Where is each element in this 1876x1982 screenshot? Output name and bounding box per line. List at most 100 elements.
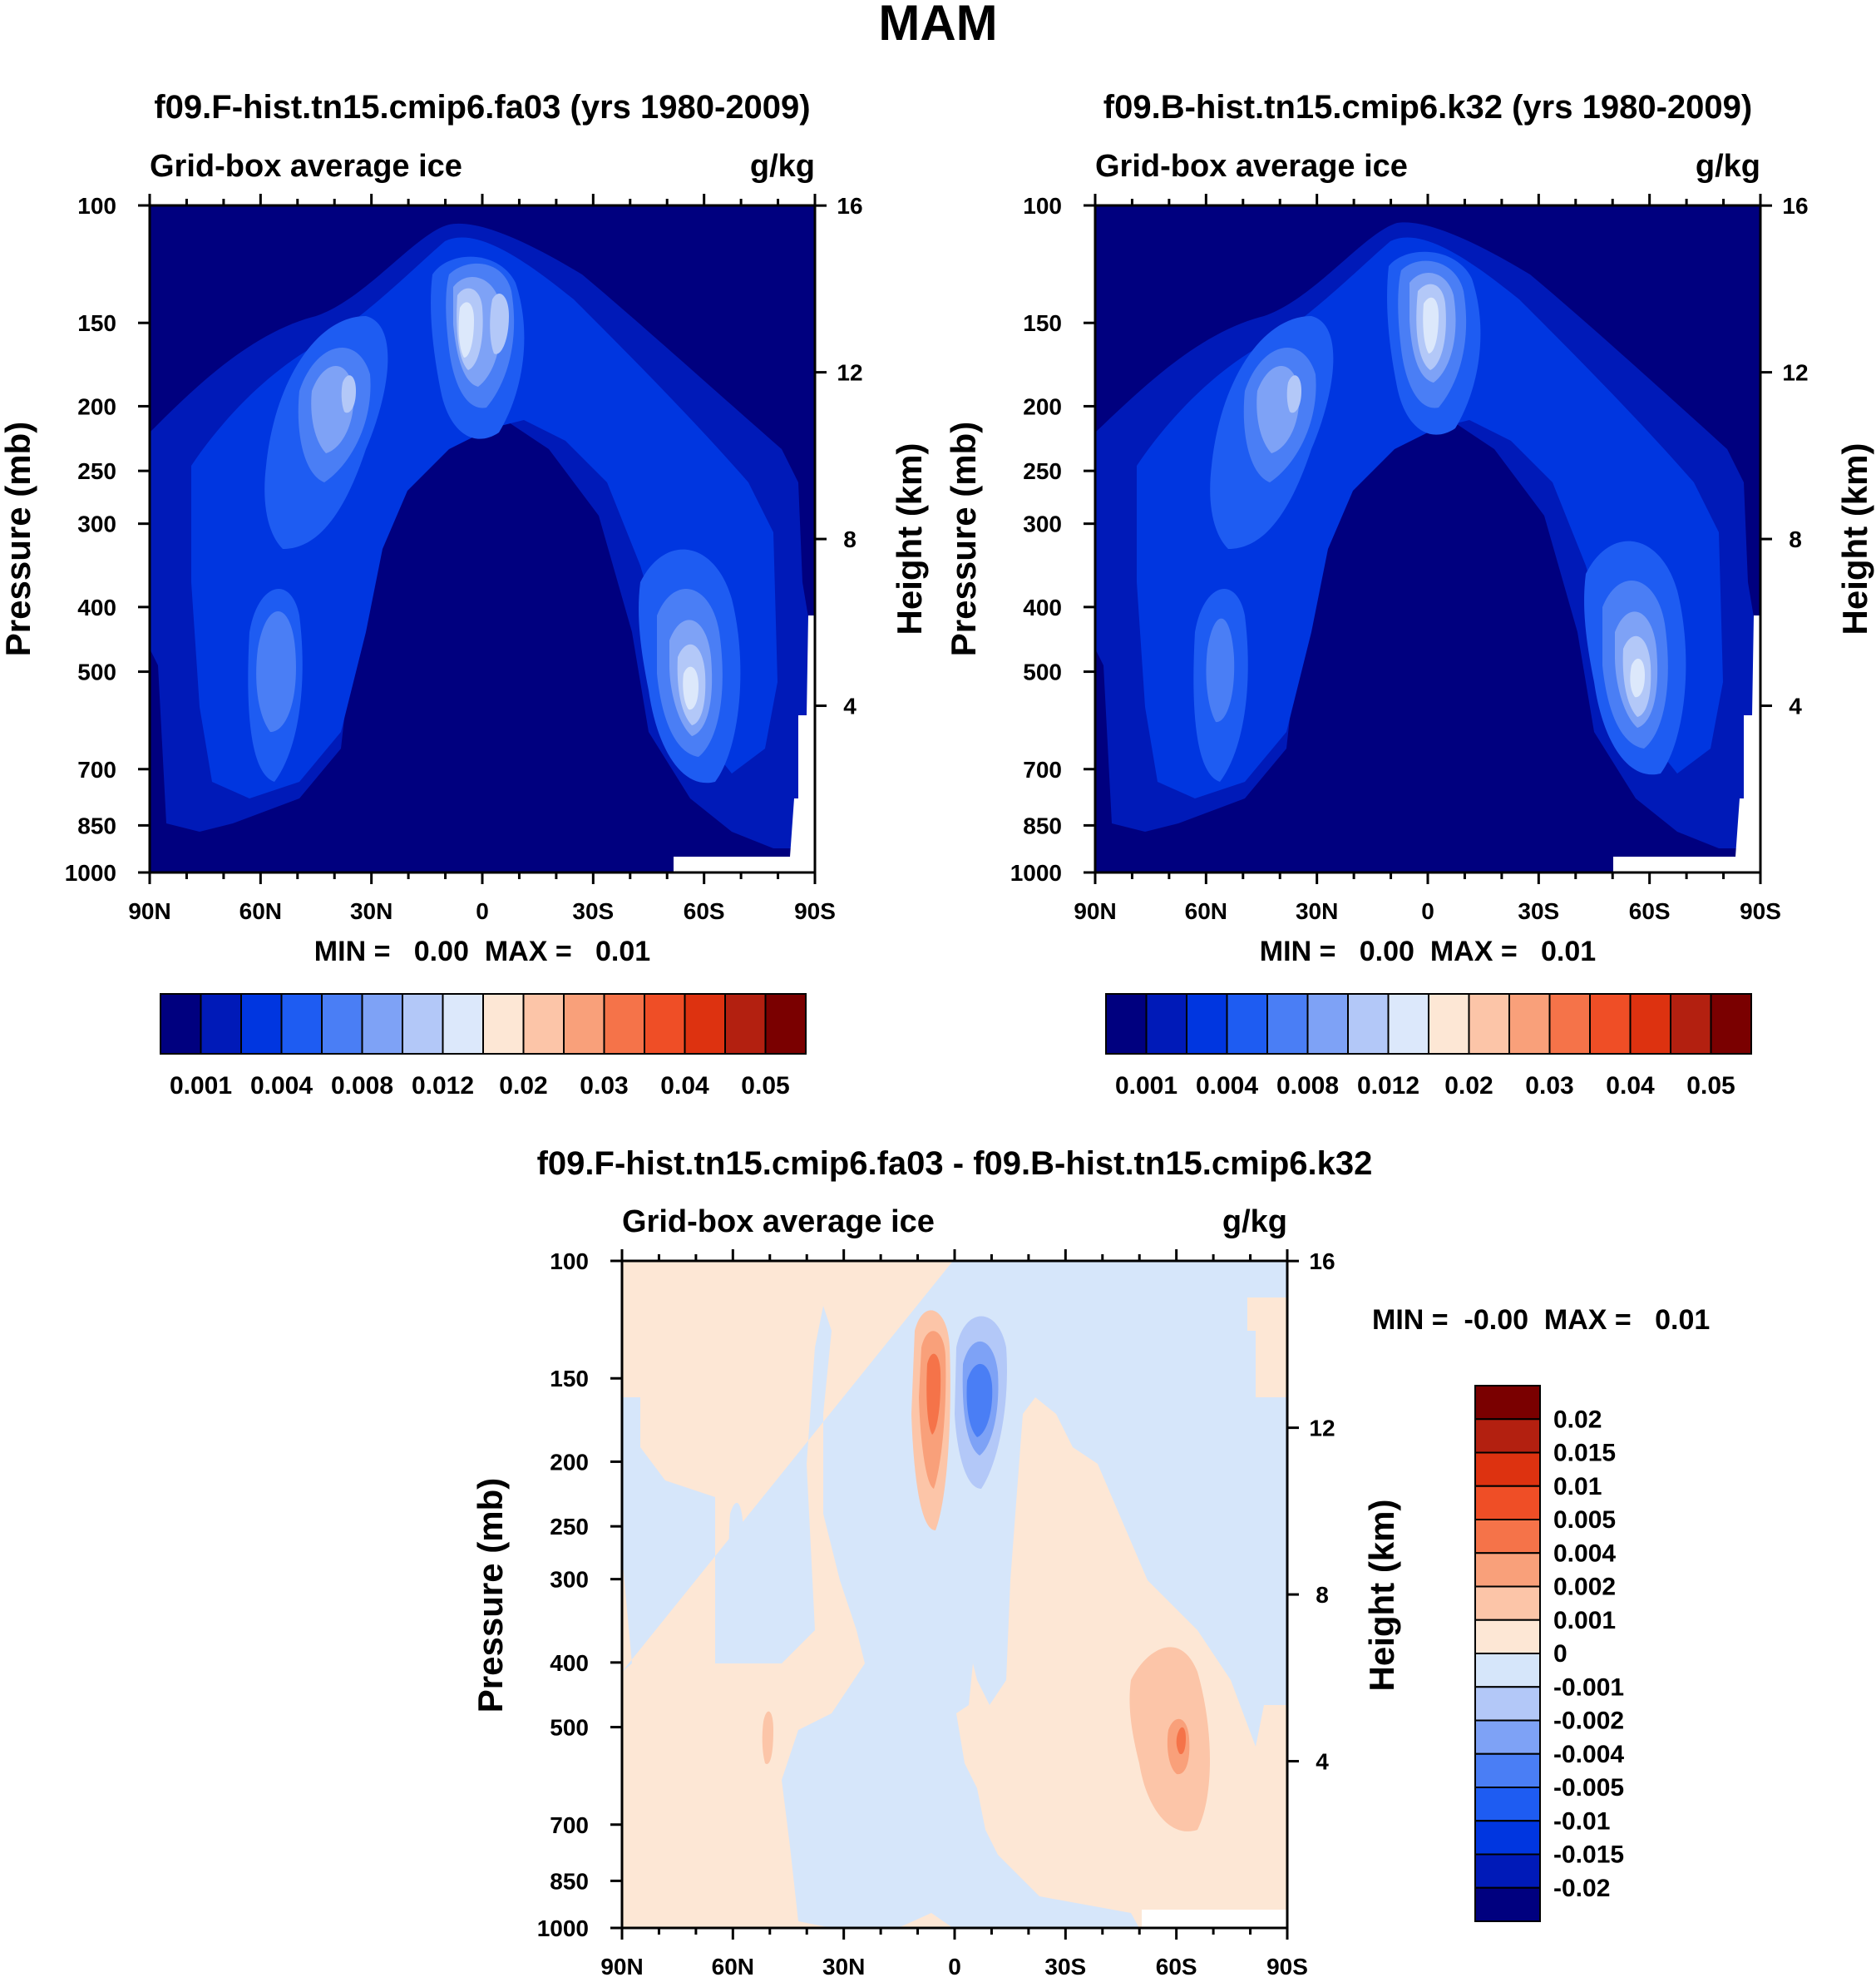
x-tick-label: 90S	[1740, 898, 1781, 924]
colorbar-label: 0.005	[1553, 1506, 1616, 1534]
colorbar-label: 0.008	[1276, 1072, 1339, 1100]
panel-3-positive-core-3	[926, 1353, 1186, 1755]
x-tick-label: 30N	[350, 898, 392, 924]
colorbar-swatch	[764, 993, 807, 1055]
colorbar-swatch	[603, 993, 645, 1055]
panel-1-contour-field	[150, 205, 815, 872]
colorbar-swatch	[563, 993, 605, 1055]
panel-1-colorbar: 0.001 0.004 0.008 0.012 0.02 0.03 0.04 0.05	[160, 993, 807, 1100]
panel-2-left-label: Grid-box average ice	[1095, 149, 1408, 184]
y-tick-label: 700	[550, 1812, 589, 1838]
colorbar-swatch	[1629, 993, 1671, 1055]
x-tick-label: 90N	[128, 898, 170, 924]
y-tick-label: 300	[550, 1567, 589, 1593]
colorbar-swatch	[361, 993, 403, 1055]
panel-2-missing-data	[1613, 615, 1760, 872]
y2-tick-label: 12	[1309, 1416, 1335, 1441]
colorbar-swatch	[240, 993, 283, 1055]
colorbar-label: 0.03	[580, 1072, 628, 1100]
panel-3-ylabel: Pressure (mb)	[471, 1478, 510, 1713]
colorbar-swatch	[1428, 993, 1470, 1055]
y2-tick-label: 8	[1316, 1582, 1329, 1608]
panel-1-stats: MIN = 0.00 MAX = 0.01	[314, 936, 650, 967]
colorbar-swatch	[1548, 993, 1591, 1055]
y2-tick-label: 12	[1782, 360, 1808, 386]
panel-1-left-label: Grid-box average ice	[150, 149, 462, 184]
x-tick-label: 90S	[1266, 1954, 1308, 1980]
panel-3-missing-data	[1142, 1910, 1287, 1928]
colorbar-swatch	[1474, 1485, 1541, 1520]
x-tick-label: 60S	[684, 898, 725, 924]
y-tick-label: 200	[77, 393, 116, 419]
x-tick-label: 30S	[572, 898, 614, 924]
colorbar-swatch	[1474, 1385, 1541, 1421]
colorbar-swatch	[1474, 1418, 1541, 1454]
y-tick-label: 200	[550, 1449, 589, 1475]
colorbar-label: 0.02	[1553, 1406, 1602, 1433]
y-tick-label: 500	[550, 1715, 589, 1741]
colorbar-label: -0.001	[1553, 1673, 1624, 1701]
panel-3-negative-region	[622, 1261, 1287, 1928]
y-tick-label: 100	[1023, 193, 1062, 219]
colorbar-swatch	[1186, 993, 1228, 1055]
colorbar-label: 0.02	[499, 1072, 547, 1100]
colorbar-label: 0.04	[660, 1072, 709, 1100]
panel-2-right-label: g/kg	[1696, 149, 1760, 184]
panel-2-title: f09.B-hist.tn15.cmip6.k32 (yrs 1980-2009…	[1103, 89, 1752, 126]
colorbar-label: 0.04	[1606, 1072, 1655, 1100]
panel-3-negative-patch	[728, 1502, 744, 1647]
panel-3-contour-field	[622, 1261, 1287, 1928]
colorbar-swatch	[1226, 993, 1268, 1055]
y-tick-label: 250	[550, 1514, 589, 1540]
panel-1-axes: 90N 60N 30N 0 30S 60S 90S 100 150 200 250 300 400 500…	[65, 193, 863, 924]
colorbar-swatch	[1474, 1519, 1541, 1554]
panel-1-missing-data	[674, 615, 815, 872]
colorbar-swatch	[321, 993, 363, 1055]
x-tick-label: 60N	[712, 1954, 754, 1980]
panel-1: f09.F-hist.tn15.cmip6.fa03 (yrs 1980-200…	[0, 89, 929, 1100]
panel-3-title: f09.F-hist.tn15.cmip6.fa03 - f09.B-hist.…	[537, 1145, 1373, 1182]
panel-3-y2label: Height (km)	[1362, 1500, 1401, 1692]
x-tick-label: 30N	[1296, 898, 1338, 924]
colorbar-label: 0.05	[741, 1072, 789, 1100]
colorbar-label: 0.008	[331, 1072, 393, 1100]
colorbar-swatch	[1589, 993, 1632, 1055]
panel-2-axes: 90N 60N 30N 0 30S 60S 90S 100 150 200 250 300 400 500…	[1010, 193, 1809, 924]
y-tick-label: 1000	[65, 860, 116, 886]
x-tick-label: 0	[1421, 898, 1434, 924]
colorbar-swatch	[1508, 993, 1551, 1055]
x-tick-label: 30S	[1518, 898, 1559, 924]
x-tick-label: 0	[948, 1954, 961, 1980]
y2-tick-label: 16	[1782, 193, 1808, 219]
x-tick-label: 30S	[1044, 1954, 1086, 1980]
colorbar-swatch	[280, 993, 323, 1055]
y2-tick-label: 16	[837, 193, 862, 219]
x-tick-label: 90N	[600, 1954, 643, 1980]
colorbar-swatch	[1474, 1820, 1541, 1856]
x-tick-label: 30N	[822, 1954, 865, 1980]
x-tick-label: 90S	[794, 898, 836, 924]
y-tick-label: 700	[77, 757, 116, 783]
colorbar-swatch	[1474, 1653, 1541, 1688]
colorbar-swatch	[1468, 993, 1510, 1055]
colorbar-label: 0.03	[1525, 1072, 1573, 1100]
panel-1-right-label: g/kg	[750, 149, 815, 184]
colorbar-label: 0.001	[1115, 1072, 1177, 1100]
y2-tick-label: 4	[843, 694, 857, 719]
x-tick-label: 60N	[1185, 898, 1227, 924]
colorbar-label: 0.012	[412, 1072, 474, 1100]
colorbar-swatch	[644, 993, 686, 1055]
y-tick-label: 100	[550, 1248, 589, 1274]
y-tick-label: 100	[77, 193, 116, 219]
y2-tick-label: 16	[1309, 1248, 1335, 1274]
panel-3-stats: MIN = -0.00 MAX = 0.01	[1372, 1304, 1710, 1336]
colorbar-swatch	[522, 993, 565, 1055]
colorbar-swatch	[1387, 993, 1429, 1055]
colorbar-swatch	[1474, 1585, 1541, 1621]
y-tick-label: 700	[1023, 757, 1062, 783]
colorbar-label: 0.004	[1196, 1072, 1258, 1100]
colorbar-label: -0.005	[1553, 1774, 1624, 1802]
panel-3-right-label: g/kg	[1222, 1204, 1287, 1239]
colorbar-label: -0.015	[1553, 1841, 1624, 1869]
colorbar-label: 0.02	[1444, 1072, 1493, 1100]
